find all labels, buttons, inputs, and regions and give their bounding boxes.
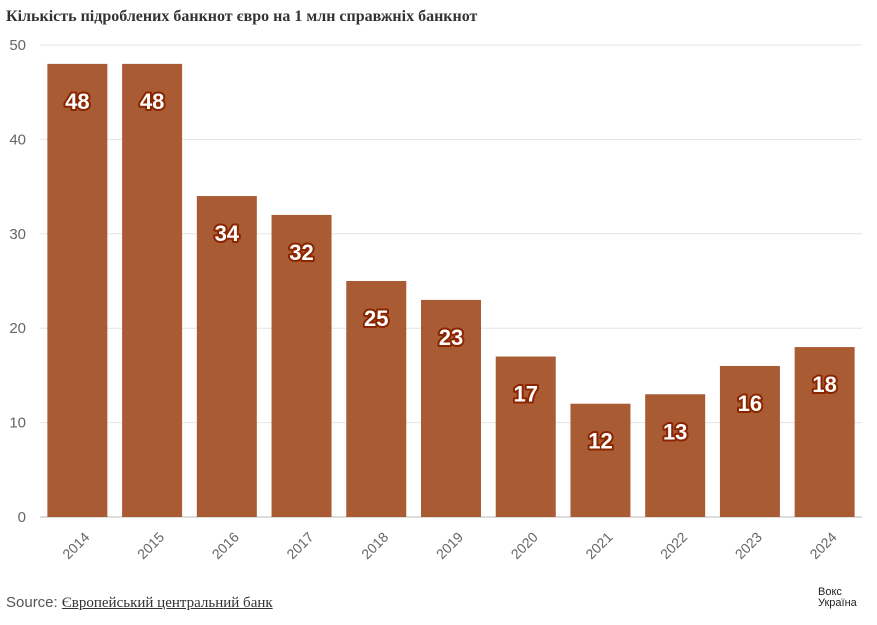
logo-line-1: Вокс	[818, 586, 842, 598]
logo-line-2: Україна	[818, 597, 857, 609]
data-label: 48	[140, 89, 164, 114]
y-tick-label: 40	[9, 131, 26, 148]
y-tick-label: 0	[18, 509, 26, 526]
data-label: 13	[663, 419, 687, 444]
data-label: 48	[65, 89, 89, 114]
bars	[47, 63, 855, 518]
y-tick-label: 30	[9, 226, 26, 243]
y-tick-label: 20	[9, 320, 26, 337]
data-label: 32	[289, 240, 313, 265]
x-tick-label: 2016	[209, 529, 242, 562]
bar-2018	[346, 281, 407, 517]
x-axis-ticks: 2014 2015 2016 2017 2018 2019 2020 2021 2022 2023…	[59, 529, 840, 562]
bar-2019	[421, 299, 481, 517]
bar-2016	[196, 196, 257, 518]
brand-logo: Вокс Україна	[818, 587, 857, 609]
x-tick-label: 2023	[732, 529, 765, 562]
bar-2017	[271, 214, 332, 518]
data-label: 23	[439, 325, 463, 350]
source-link[interactable]: Європейський центральний банк	[61, 595, 273, 611]
bar-2022	[645, 394, 706, 517]
data-label: 16	[738, 391, 762, 416]
chart-title: Кількість підроблених банкнот євро на 1 …	[6, 8, 478, 25]
bar-2020	[495, 356, 556, 517]
y-tick-label: 50	[9, 37, 26, 54]
bar-2015	[122, 63, 183, 517]
x-tick-label: 2014	[59, 529, 92, 562]
y-tick-label: 10	[9, 415, 26, 432]
x-tick-label: 2021	[582, 529, 615, 562]
x-tick-label: 2017	[283, 529, 316, 562]
x-tick-label: 2019	[433, 529, 466, 562]
data-label: 18	[812, 372, 836, 397]
y-axis-ticks: 0 10 20 30 40 50	[9, 37, 26, 526]
x-tick-label: 2022	[657, 529, 690, 562]
data-labels: 48 48 34 32 25 23 17 12 13 16 18	[63, 87, 839, 456]
x-tick-label: 2018	[358, 529, 391, 562]
x-tick-label: 2020	[508, 529, 541, 562]
bar-2021	[570, 403, 631, 517]
data-label: 25	[364, 306, 388, 331]
bar-2014	[47, 63, 108, 517]
x-tick-label: 2015	[134, 529, 167, 562]
x-tick-label: 2024	[806, 529, 839, 562]
source-note: Source: Європейський центральний банк	[6, 594, 273, 612]
bar-2024	[794, 347, 855, 517]
data-label: 12	[588, 429, 612, 454]
data-label: 17	[513, 382, 537, 407]
data-label: 34	[215, 221, 240, 246]
bar-2023	[719, 365, 780, 517]
source-prefix: Source:	[6, 594, 62, 611]
